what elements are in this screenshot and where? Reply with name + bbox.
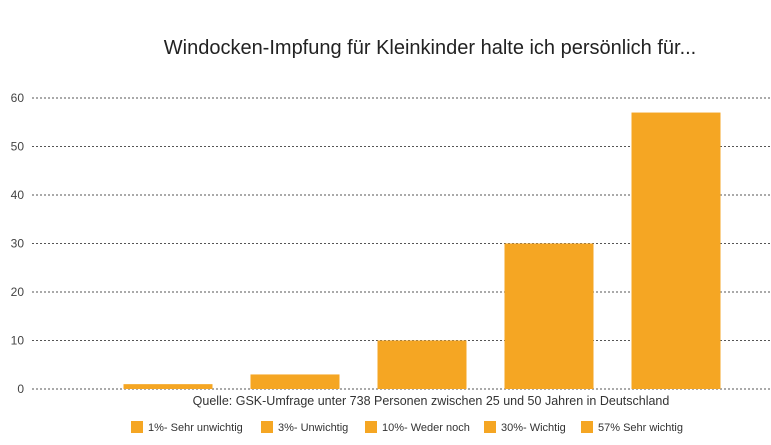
legend-swatch [365, 421, 377, 433]
legend-swatch [484, 421, 496, 433]
bar [377, 340, 467, 389]
bar [504, 243, 594, 389]
bars [123, 112, 721, 390]
legend-item: 10%- Weder noch [365, 421, 470, 434]
legend-label: 10%- Weder noch [382, 422, 470, 434]
y-tick-label: 30 [11, 237, 25, 251]
legend-item: 30%- Wichtig [484, 421, 566, 434]
y-tick-label: 40 [11, 188, 25, 202]
source-label: Quelle: GSK-Umfrage unter 738 Personen z… [193, 394, 670, 408]
legend-swatch [581, 421, 593, 433]
chart-title: Windocken-Impfung für Kleinkinder halte … [164, 37, 697, 59]
legend-swatch [131, 421, 143, 433]
legend-swatch [261, 421, 273, 433]
y-axis-ticks: 0 10 20 30 40 50 60 [11, 91, 25, 396]
bar [250, 374, 340, 389]
legend-item: 3%- Unwichtig [261, 421, 348, 434]
legend-label: 1%- Sehr unwichtig [148, 422, 243, 434]
legend-item: 57% Sehr wichtig [581, 421, 683, 434]
legend-item: 1%- Sehr unwichtig [131, 421, 243, 434]
bar [631, 112, 721, 390]
legend: 1%- Sehr unwichtig 3%- Unwichtig 10%- Wede… [131, 421, 683, 434]
y-tick-label: 50 [11, 140, 25, 154]
y-tick-label: 10 [11, 334, 25, 348]
y-tick-label: 20 [11, 285, 25, 299]
bar [123, 384, 213, 389]
legend-label: 57% Sehr wichtig [598, 422, 683, 434]
legend-label: 3%- Unwichtig [278, 422, 348, 434]
y-tick-label: 60 [11, 91, 25, 105]
y-tick-label: 0 [17, 382, 24, 396]
legend-label: 30%- Wichtig [501, 422, 566, 434]
